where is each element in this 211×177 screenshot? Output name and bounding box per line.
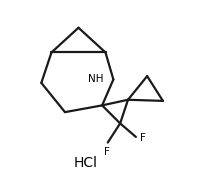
Text: NH: NH xyxy=(88,75,103,84)
Text: F: F xyxy=(104,147,110,157)
Text: F: F xyxy=(140,133,146,143)
Text: HCl: HCl xyxy=(73,156,97,170)
